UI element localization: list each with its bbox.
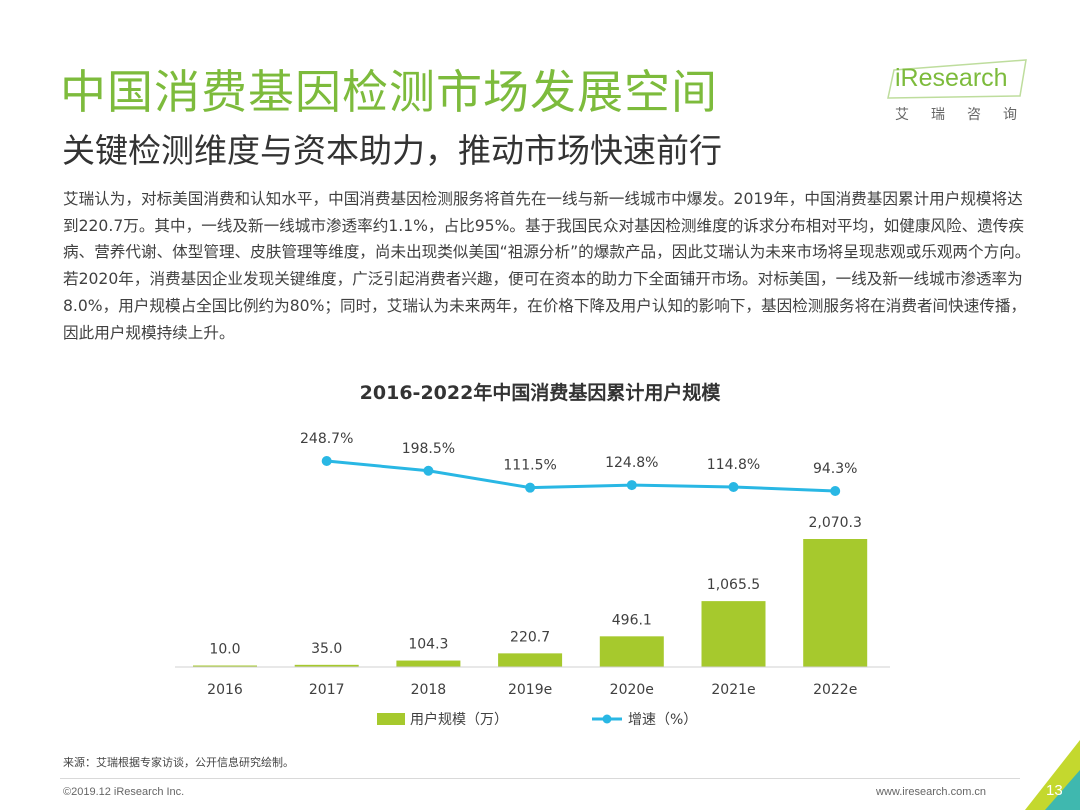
line-label-2022e: 94.3% [813, 461, 857, 477]
body-paragraph: 艾瑞认为，对标美国消费和认知水平，中国消费基因检测服务将首先在一线与新一线城市中… [63, 190, 1031, 342]
logo-brand: iResearch [895, 64, 1008, 92]
page-number: 13 [1046, 782, 1063, 799]
line-label-2017: 248.7% [300, 431, 353, 447]
bar-2017 [294, 664, 359, 667]
bar-label-2019e: 220.7 [510, 629, 550, 645]
logo-cn: 艾瑞咨询 [895, 107, 1039, 123]
bar-label-2020e: 496.1 [612, 612, 652, 628]
page-subtitle: 关键检测维度与资本助力，推动市场快速前行 [62, 131, 722, 170]
x-tick-2020e: 2020e [610, 682, 654, 698]
line-point-2020e [626, 480, 637, 491]
x-tick-2016: 2016 [207, 682, 243, 698]
legend-line-marker [602, 714, 612, 724]
x-tick-2017: 2017 [309, 682, 345, 698]
copyright-text: ©2019.12 iResearch Inc. [63, 786, 185, 798]
line-point-2018 [423, 465, 434, 476]
bar-label-2022e: 2,070.3 [808, 515, 861, 531]
x-tick-2021e: 2021e [711, 682, 755, 698]
line-label-2018: 198.5% [402, 441, 455, 457]
bar-2018 [396, 660, 461, 667]
page-title: 中国消费基因检测市场发展空间 [60, 65, 718, 119]
x-tick-2018: 2018 [411, 682, 447, 698]
bar-series [193, 539, 868, 667]
chart-title: 2016-2022年中国消费基因累计用户规模 [359, 382, 721, 404]
legend-line-label: 增速（%） [628, 712, 697, 728]
iresearch-logo [887, 59, 1027, 99]
chart: 10.0 35.0 104.3 220.7 496.1 1,065.5 2,070.3 20… [175, 431, 890, 728]
bar-2020e [599, 636, 664, 667]
footer-divider [60, 778, 1020, 779]
x-tick-labels: 2016 2017 2018 2019e 2020e 2021e 2022e [207, 682, 857, 698]
line-point-2017 [321, 456, 332, 466]
line-labels: 248.7% 198.5% 111.5% 124.8% 114.8% 94.3% [300, 431, 857, 477]
line-label-2020e: 124.8% [605, 455, 658, 471]
legend: 用户规模（万） 增速（%） [377, 711, 697, 728]
bar-label-2021e: 1,065.5 [707, 577, 760, 593]
source-note: 来源：艾瑞根据专家访谈，公开信息研究绘制。 [63, 756, 294, 769]
bar-label-2016: 10.0 [209, 642, 240, 658]
legend-bar-label: 用户规模（万） [410, 711, 508, 728]
bar-2019e [498, 653, 563, 667]
line-point-2021e [728, 482, 739, 493]
line-point-2022e [830, 486, 841, 496]
bar-2022e [803, 539, 868, 667]
bar-2021e [701, 601, 766, 667]
website-link[interactable]: www.iresearch.com.cn [876, 786, 987, 798]
bar-label-2018: 104.3 [408, 637, 448, 653]
legend-bar-swatch [377, 713, 405, 725]
bar-2016 [193, 665, 257, 667]
x-tick-2019e: 2019e [508, 682, 552, 698]
line-label-2021e: 114.8% [707, 457, 760, 473]
bar-label-2017: 35.0 [311, 641, 342, 657]
line-series [321, 456, 841, 496]
bar-labels: 10.0 35.0 104.3 220.7 496.1 1,065.5 2,070.3 [209, 515, 862, 658]
x-tick-2022e: 2022e [813, 682, 857, 698]
growth-line [326, 459, 836, 493]
line-label-2019e: 111.5% [503, 458, 556, 474]
line-point-2019e [525, 482, 536, 493]
corner-decoration [1025, 740, 1080, 810]
